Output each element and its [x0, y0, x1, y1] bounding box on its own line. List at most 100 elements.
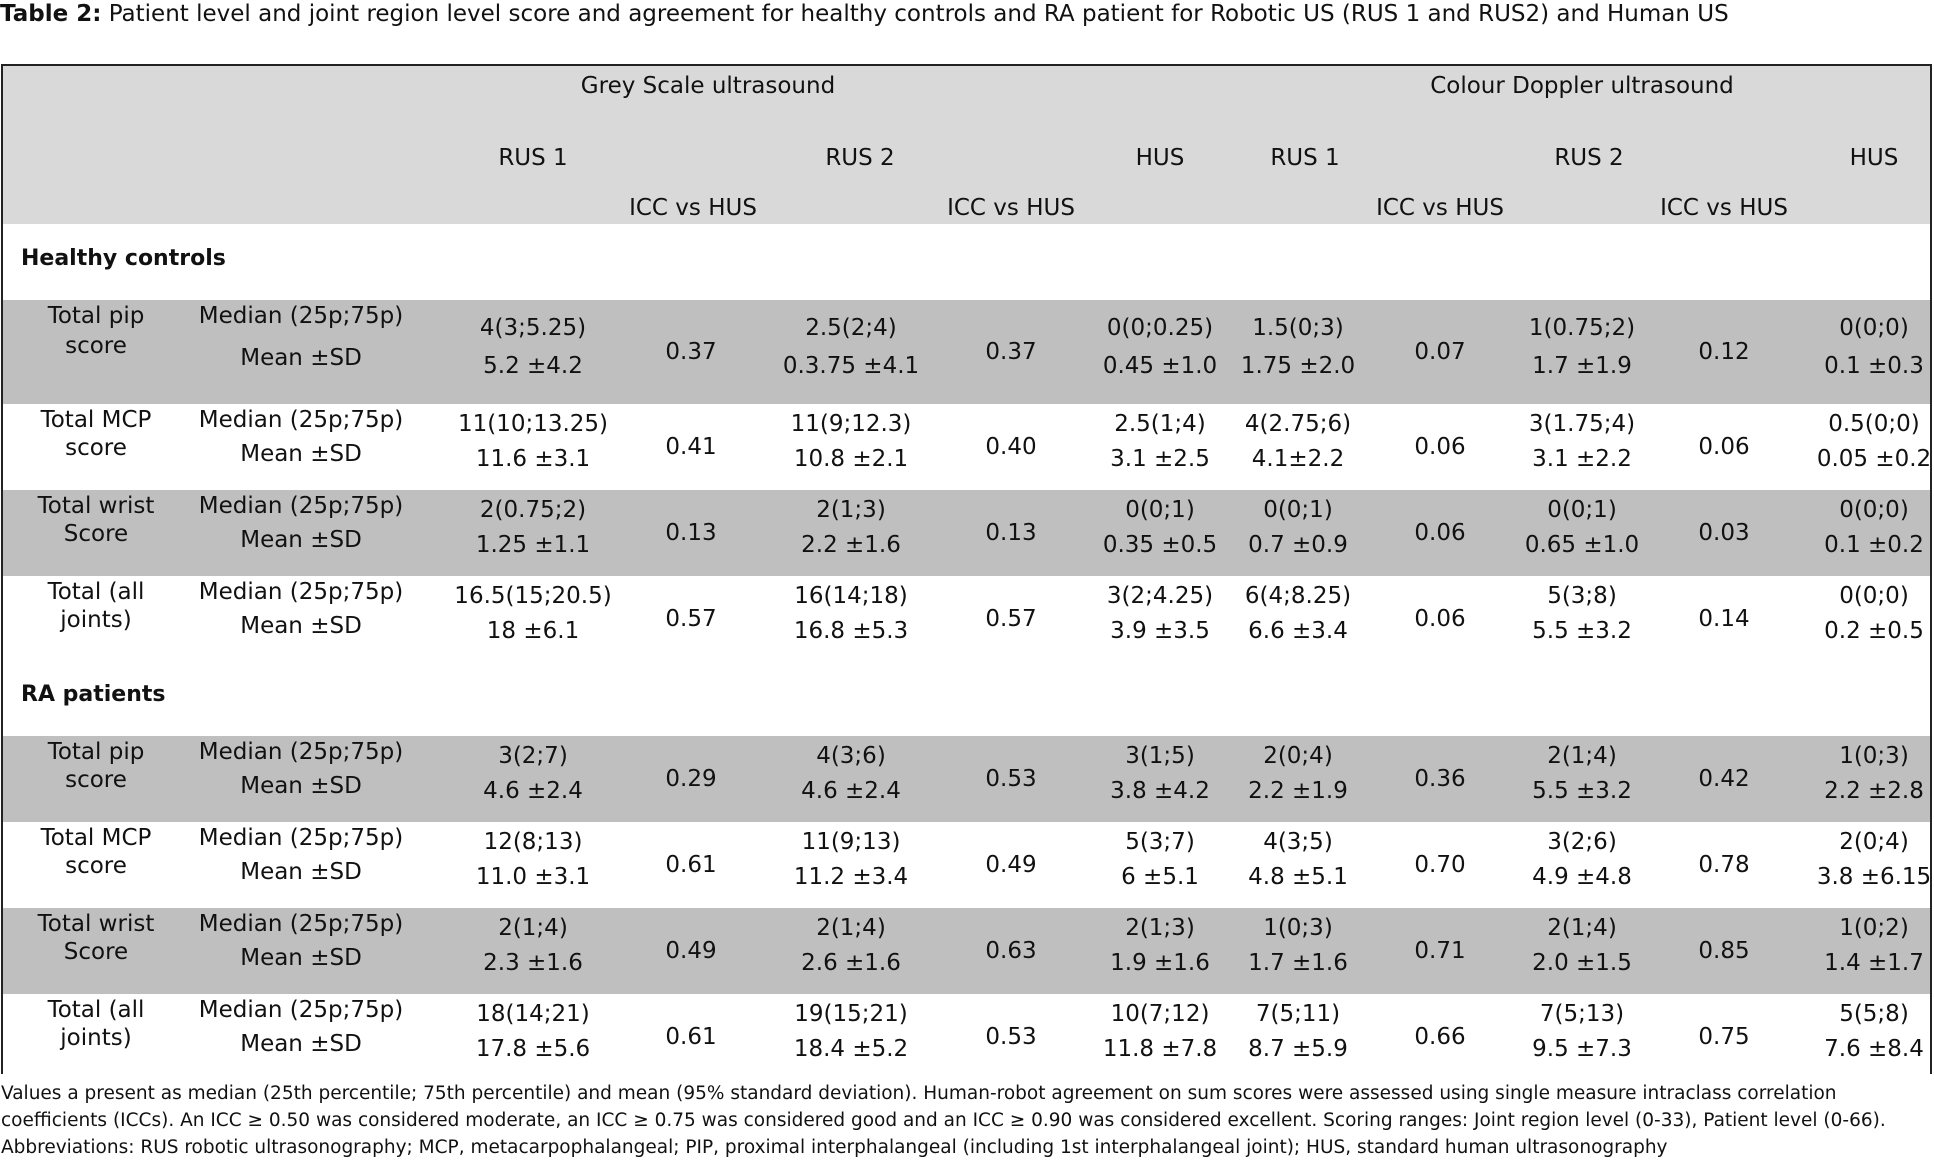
value-icc: 0.06: [1414, 520, 1466, 546]
row-label: joints): [60, 607, 132, 633]
value-icc: 0.14: [1698, 606, 1750, 632]
row-label: Total MCP: [40, 407, 152, 433]
value-median: 11(10;13.25): [457, 411, 609, 437]
value-median: 12(8;13): [483, 829, 583, 855]
header-group-colour-doppler: Colour Doppler ultrasound: [1430, 73, 1734, 99]
section-title: RA patients: [21, 682, 166, 707]
value-icc: 0.71: [1414, 938, 1466, 964]
value-icc: 0.49: [665, 938, 717, 964]
value-mean: 1.7 ±1.9: [1532, 353, 1632, 379]
value-mean: 4.9 ±4.8: [1532, 864, 1632, 890]
footnote-line-3: Abbreviations: RUS robotic ultrasonograp…: [1, 1137, 1668, 1158]
value-icc: 0.85: [1698, 938, 1750, 964]
value-median: 19(15;21): [794, 1001, 908, 1027]
value-icc: 0.41: [665, 434, 717, 460]
value-mean: 3.9 ±3.5: [1110, 618, 1210, 644]
table-footnote: Values a present as median (25th percent…: [1, 1080, 1931, 1161]
value-icc: 0.36: [1414, 766, 1466, 792]
value-icc: 0.07: [1414, 339, 1466, 365]
value-median: 6(4;8.25): [1244, 583, 1352, 609]
value-mean: 11.8 ±7.8: [1102, 1036, 1218, 1062]
value-icc: 0.70: [1414, 852, 1466, 878]
value-mean: 5.5 ±3.2: [1532, 618, 1632, 644]
value-icc: 0.40: [985, 434, 1037, 460]
value-mean: 7.6 ±8.4: [1824, 1036, 1924, 1062]
value-median: 11(9;13): [801, 829, 901, 855]
value-median: 3(2;4.25): [1106, 583, 1214, 609]
value-mean: 9.5 ±7.3: [1532, 1036, 1632, 1062]
value-median: 2(0;4): [1839, 829, 1909, 855]
value-mean: 0.2 ±0.5: [1824, 618, 1924, 644]
row-stat-label: Median (25p;75p): [198, 997, 404, 1023]
value-median: 7(5;11): [1255, 1001, 1341, 1027]
value-median: 11(9;12.3): [790, 411, 912, 437]
section-title: Healthy controls: [21, 246, 226, 271]
header-col-gs-icc1-label: ICC vs HUS: [629, 195, 757, 221]
header-band: [3, 66, 1930, 224]
row-label: Total MCP: [40, 825, 152, 851]
table-row: [3, 404, 1930, 490]
row-label: score: [65, 853, 127, 879]
value-icc: 0.13: [985, 520, 1037, 546]
header-col-cd-icc2: ICC vs HUS: [1660, 195, 1788, 221]
value-icc: 0.57: [985, 606, 1037, 632]
value-median: 0.5(0;0): [1828, 411, 1920, 437]
value-mean: 3.1 ±2.5: [1110, 446, 1210, 472]
row-label: Score: [63, 939, 129, 965]
row-stat-label: Mean ±SD: [240, 613, 362, 639]
value-mean: 2.0 ±1.5: [1532, 950, 1632, 976]
header-col-gs-rus2: RUS 2: [825, 145, 895, 171]
header-col-gs-icc1: ICC vs HUS: [629, 194, 757, 222]
table-row: [3, 490, 1930, 576]
value-icc: 0.63: [985, 938, 1037, 964]
value-median: 7(5;13): [1539, 1001, 1625, 1027]
value-icc: 0.53: [985, 1024, 1037, 1050]
footnote-line-2: coefficients (ICCs). An ICC ≥ 0.50 was c…: [1, 1110, 1886, 1131]
value-mean: 10.8 ±2.1: [793, 446, 909, 472]
value-icc: 0.78: [1698, 852, 1750, 878]
header-group-grey-scale: Grey Scale ultrasound: [580, 73, 836, 99]
value-icc: 0.12: [1698, 339, 1750, 365]
row-stat-label: Mean ±SD: [240, 1031, 362, 1057]
value-median: 1(0.75;2): [1528, 315, 1636, 341]
value-mean: 3.1 ±2.2: [1532, 446, 1632, 472]
value-median: 2.5(2;4): [805, 315, 897, 341]
header-col-cd-rus2: RUS 2: [1554, 145, 1624, 171]
value-mean: 0.3.75 ±4.1: [782, 353, 920, 379]
table-row: [3, 300, 1930, 404]
value-mean: 17.8 ±5.6: [475, 1036, 591, 1062]
value-icc: 0.37: [665, 339, 717, 365]
row-stat-label: Mean ±SD: [240, 859, 362, 885]
row-label: Total pip: [47, 303, 145, 329]
row-stat-label: Mean ±SD: [240, 773, 362, 799]
value-median: 18(14;21): [476, 1001, 590, 1027]
value-icc: 0.06: [1414, 434, 1466, 460]
value-icc: 0.13: [665, 520, 717, 546]
row-stat-label: Mean ±SD: [240, 345, 362, 371]
table-row: [3, 822, 1930, 908]
value-mean: 1.9 ±1.6: [1110, 950, 1210, 976]
row-stat-label: Median (25p;75p): [198, 407, 404, 433]
row-stat-label: Median (25p;75p): [198, 739, 404, 765]
table-caption-label: Table 2:: [0, 1, 102, 27]
value-mean: 0.1 ±0.3: [1824, 353, 1924, 379]
value-mean: 2.2 ±2.8: [1824, 778, 1924, 804]
value-mean: 11.2 ±3.4: [793, 864, 909, 890]
row-label: joints): [60, 1025, 132, 1051]
value-icc: 0.57: [665, 606, 717, 632]
header-col-cd-hus: HUS: [1849, 145, 1899, 171]
value-median: 4(2.75;6): [1244, 411, 1352, 437]
value-mean: 0.65 ±1.0: [1524, 532, 1640, 558]
table-row: [3, 736, 1930, 822]
value-mean: 5.5 ±3.2: [1532, 778, 1632, 804]
value-icc: 0.61: [665, 1024, 717, 1050]
header-col-cd-icc1: ICC vs HUS: [1376, 195, 1504, 221]
value-median: 2(1;4): [1547, 743, 1617, 769]
value-median: 2(0;4): [1263, 743, 1333, 769]
value-mean: 2.2 ±1.9: [1248, 778, 1348, 804]
value-mean: 5.2 ±4.2: [483, 353, 583, 379]
value-icc: 0.49: [985, 852, 1037, 878]
row-stat-label: Median (25p;75p): [198, 303, 404, 329]
value-mean: 0.35 ±0.5: [1102, 532, 1218, 558]
value-mean: 2.3 ±1.6: [483, 950, 583, 976]
